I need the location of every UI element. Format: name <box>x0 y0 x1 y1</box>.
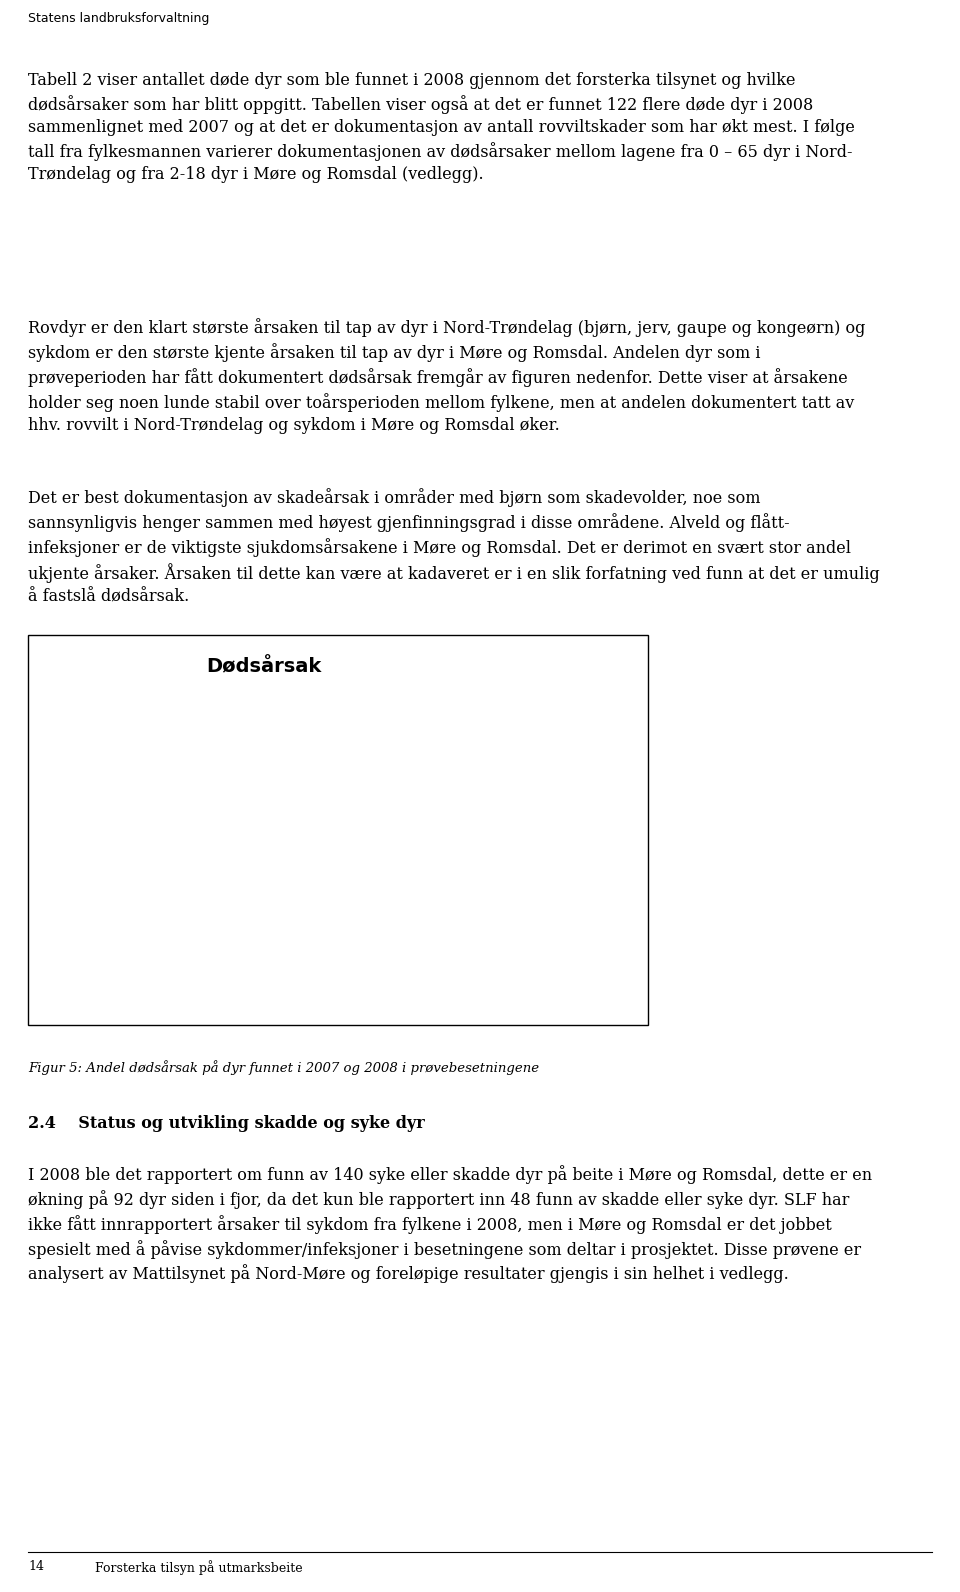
Bar <box>368 828 382 974</box>
Text: Forsterka tilsyn på utmarksbeite: Forsterka tilsyn på utmarksbeite <box>95 1560 302 1574</box>
Text: I 2008 ble det rapportert om funn av 140 syke eller skadde dyr på beite i Møre o: I 2008 ble det rapportert om funn av 140… <box>28 1165 872 1283</box>
Text: 2.4    Status og utvikling skadde og syke dyr: 2.4 Status og utvikling skadde og syke d… <box>28 1114 424 1132</box>
Bar <box>257 963 272 974</box>
Bar <box>300 944 316 974</box>
Bar <box>286 968 300 974</box>
Text: Statens landbruksforvaltning: Statens landbruksforvaltning <box>28 13 209 25</box>
Bar <box>109 949 124 974</box>
Bar <box>338 774 352 974</box>
Text: 14: 14 <box>28 1560 44 1573</box>
Bar <box>190 853 204 974</box>
Bar <box>382 864 396 974</box>
Text: Dødsårsak: Dødsårsak <box>206 657 322 677</box>
Legend: Møre og Romsdal 2007, Møre og Romsdal 2008, Nord-Trøndelag 2007, Nord-Trøndelag : Møre og Romsdal 2007, Møre og Romsdal 20… <box>431 712 629 821</box>
Bar <box>94 919 109 974</box>
Bar <box>352 763 368 974</box>
Text: Tabell 2 viser antallet døde dyr som ble funnet i 2008 gjennom det forsterka til: Tabell 2 viser antallet døde dyr som ble… <box>28 72 854 183</box>
Bar <box>124 767 138 974</box>
Bar <box>176 938 190 974</box>
Bar <box>204 971 220 974</box>
Text: Rovdyr er den klart største årsaken til tap av dyr i Nord-Trøndelag (bjørn, jerv: Rovdyr er den klart største årsaken til … <box>28 318 865 433</box>
Bar <box>138 740 153 974</box>
Text: Det er best dokumentasjon av skadeårsak i områder med bjørn som skadevolder, noe: Det er best dokumentasjon av skadeårsak … <box>28 489 879 605</box>
Bar <box>272 963 286 974</box>
Text: Figur 5: Andel dødsårsak på dyr funnet i 2007 og 2008 i prøvebesetningene: Figur 5: Andel dødsårsak på dyr funnet i… <box>28 1060 540 1075</box>
